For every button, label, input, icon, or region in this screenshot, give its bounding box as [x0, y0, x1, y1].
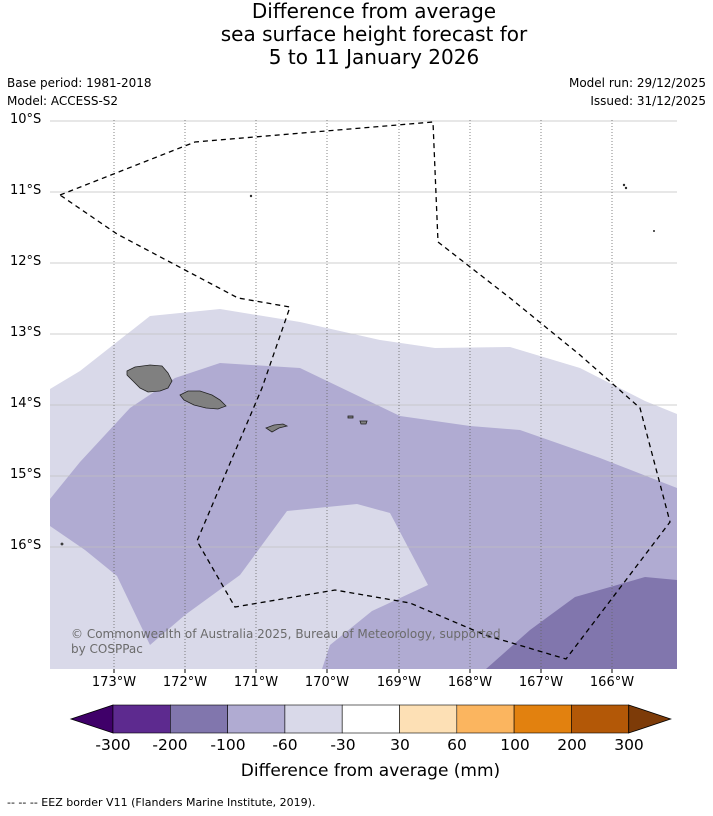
lon-label-172: 172°W: [162, 675, 208, 690]
title-line-2: sea surface height forecast for: [220, 22, 528, 46]
colorbar-label: Difference from average (mm): [240, 761, 501, 781]
cb-tick-5: 30: [390, 736, 410, 754]
lon-label-166: 166°W: [589, 675, 635, 690]
colorbar-segment-7: [456, 704, 515, 734]
cb-tick-8: 200: [557, 736, 587, 754]
meta-right: Model run: 29/12/2025 Issued: 31/12/2025: [569, 74, 706, 110]
savaii-island: [126, 364, 173, 393]
lon-label-169: 169°W: [376, 675, 422, 690]
cb-tick-1: -200: [152, 736, 188, 754]
islet-1: [249, 194, 253, 198]
lat-label-10: 10°S: [10, 112, 42, 127]
meta-left: Base period: 1981-2018 Model: ACCESS-S2: [7, 74, 152, 110]
islet-2: [622, 183, 626, 187]
lon-label-173: 173°W: [91, 675, 137, 690]
lat-label-13: 13°S: [10, 325, 42, 340]
islet-5: [60, 542, 64, 546]
colorbar-segment-3: [227, 704, 286, 734]
eez-borders: [58, 121, 671, 660]
upolu-island: [179, 390, 227, 410]
cb-tick-3: -60: [272, 736, 298, 754]
islands: [60, 183, 656, 546]
lon-label-170: 170°W: [304, 675, 350, 690]
model-name: Model: ACCESS-S2: [7, 94, 119, 108]
lon-label-171: 171°W: [233, 675, 279, 690]
colorbar-extend-low: [69, 704, 114, 734]
lon-label-168: 168°W: [447, 675, 493, 690]
cb-tick-9: 300: [614, 736, 644, 754]
lon-label-167: 167°W: [518, 675, 564, 690]
colorbar-segment-5: [341, 704, 400, 734]
ofu-olosega-island: [347, 415, 354, 419]
cb-tick-7: 100: [500, 736, 530, 754]
lat-label-12: 12°S: [10, 254, 42, 269]
copyright-notice: © Commonwealth of Australia 2025, Bureau…: [71, 627, 501, 656]
title-line-1: Difference from average: [251, 0, 497, 23]
shade-minus-60-to-100: [50, 363, 677, 669]
colorbar-segment-8: [513, 704, 572, 734]
tau-island: [359, 420, 368, 425]
colorbar-segment-2: [170, 704, 228, 734]
base-period: Base period: 1981-2018: [7, 76, 152, 90]
shade-minus-100-to-200: [486, 577, 677, 669]
colorbar: [69, 704, 672, 734]
cb-tick-2: -100: [210, 736, 246, 754]
cb-tick-0: -300: [95, 736, 131, 754]
lat-label-14: 14°S: [10, 396, 42, 411]
tutuila-island: [265, 423, 289, 433]
chart-title: Difference from average sea surface heig…: [0, 0, 713, 69]
lat-label-15: 15°S: [10, 467, 42, 482]
lat-label-11: 11°S: [10, 183, 42, 198]
eez-samoa: [58, 121, 671, 660]
colorbar-segment-9: [571, 704, 630, 734]
islet-4: [653, 229, 656, 232]
axis-ticks: [113, 669, 613, 673]
eez-legend-note: -- -- -- EEZ border V11 (Flanders Marine…: [7, 796, 316, 809]
cb-tick-4: -30: [330, 736, 356, 754]
gridlines: [50, 120, 677, 669]
cb-tick-6: 60: [447, 736, 467, 754]
lat-label-16: 16°S: [10, 538, 42, 553]
colorbar-extend-high: [628, 704, 672, 734]
islet-3: [624, 186, 628, 190]
colorbar-segment-4: [284, 704, 343, 734]
colorbar-segment-1: [112, 704, 171, 734]
model-run: Model run: 29/12/2025: [568, 76, 706, 90]
issued-date: Issued: 31/12/2025: [590, 94, 706, 108]
title-line-3: 5 to 11 January 2026: [268, 45, 480, 69]
colorbar-segment-6: [399, 704, 458, 734]
